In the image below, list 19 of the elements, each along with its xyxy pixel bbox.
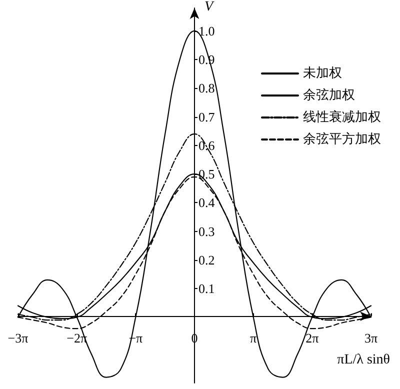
y-tick-label: 0.6: [198, 138, 216, 153]
y-axis-title: V: [204, 0, 214, 14]
legend-label: 线性衰减加权: [303, 109, 381, 125]
legend-label: 余弦加权: [303, 88, 355, 103]
x-tick-label: −3π: [8, 330, 29, 346]
y-tick-label: 0.8: [198, 80, 215, 96]
legend-label: 余弦平方加权: [303, 131, 381, 147]
y-tick-label: 0.1: [198, 281, 215, 296]
y-tick-label: 0.4: [198, 195, 216, 210]
x-axis-title: πL/λ sinθ: [337, 352, 390, 368]
x-tick-label: π: [250, 330, 258, 346]
y-tick-label: 0.2: [198, 252, 215, 268]
y-tick-label: 0.5: [198, 166, 215, 182]
y-tick-label: 0.3: [198, 224, 215, 239]
x-tick-label: 3π: [364, 330, 378, 346]
y-tick-label: 0.7: [198, 109, 216, 124]
y-tick-label: 1.0: [198, 23, 215, 38]
legend-label: 未加权: [303, 66, 342, 81]
x-tick-label: 2π: [306, 330, 320, 346]
